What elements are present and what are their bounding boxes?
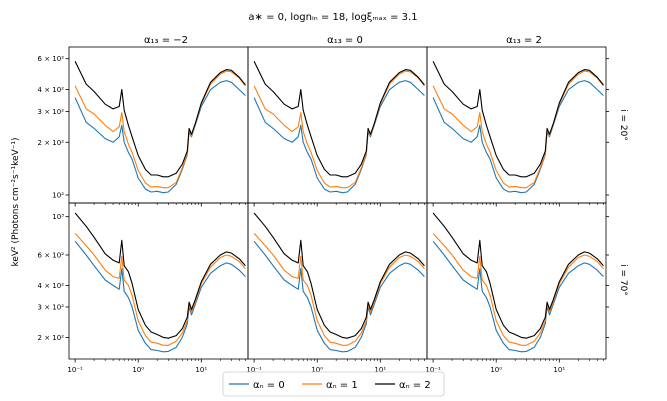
- panel-r1-c1-y-tick-label-1: 2 × 10²: [38, 139, 65, 147]
- panel-r1-c2-frame: [247, 46, 428, 204]
- panel-r2-c1-series-2: [74, 212, 246, 339]
- panel-r2-c2-x-tick-label-0: 10⁻¹: [246, 366, 262, 374]
- legend-label-alpha-n-1: αₙ = 1: [326, 380, 358, 391]
- panel-r2-c1-series-1: [74, 233, 246, 346]
- panel-r1-c1-series-0: [74, 80, 246, 194]
- panel-r1-c2-series-2: [253, 61, 425, 178]
- panel-r2-c2-series-0: [253, 240, 425, 353]
- column-title-3: α₁₃ = 2: [506, 35, 542, 46]
- panel-r2-c2-x-tick-label-2: 10¹: [374, 366, 386, 374]
- panel-r1-c3-series-1: [432, 70, 604, 189]
- y-axis-label: keV² (Photons cm⁻²s⁻¹keV⁻¹): [11, 137, 21, 266]
- panel-r2-c3-x-tick-label-0: 10⁻¹: [425, 366, 441, 374]
- panel-r1-c1-y-tick-label-3: 4 × 10²: [38, 86, 65, 94]
- panel-r2-c2-series-1: [253, 233, 425, 346]
- panel-r1-c1-frame: [68, 46, 249, 204]
- row-label-1: i = 20°: [618, 109, 628, 141]
- suptitle: a∗ = 0, lognᵢₙ = 18, logξₘₐₓ = 3.1: [248, 12, 417, 23]
- panel-r1-c1-y-tick-label-4: 6 × 10²: [38, 55, 65, 63]
- panel-r2-c2-x-tick-label-1: 10⁰: [311, 366, 323, 374]
- panel-r2-c1-y-tick-label-2: 4 × 10²: [38, 282, 65, 290]
- row-label-2: i = 70°: [618, 264, 628, 296]
- panel-r2-c3-series-0: [432, 240, 604, 353]
- panel-r2-c1-y-tick-label-0: 2 × 10²: [38, 334, 65, 342]
- panel-r1-c2-series-1: [253, 70, 425, 189]
- legend: αₙ = 0 αₙ = 1 αₙ = 2: [222, 371, 445, 397]
- panel-r2-c3-frame: [426, 202, 607, 360]
- panel-r2-c2-series-2: [253, 212, 425, 339]
- panel-r1-c3-series-0: [432, 80, 604, 194]
- panel-r2-c1-x-tick-label-1: 10⁰: [132, 366, 144, 374]
- panel-r1-c3-series-2: [432, 61, 604, 178]
- column-title-1: α₁₃ = −2: [144, 35, 188, 46]
- legend-label-alpha-n-2: αₙ = 2: [399, 380, 431, 391]
- panel-r2-c3-series-1: [432, 233, 604, 346]
- panel-r1-c2-series-0: [253, 80, 425, 194]
- legend-label-alpha-n-0: αₙ = 0: [253, 380, 285, 391]
- panel-r2-c3-x-tick-label-1: 10⁰: [490, 366, 502, 374]
- panel-r1-c1-y-tick-label-0: 10²: [52, 191, 64, 199]
- panel-r2-c1-series-0: [74, 240, 246, 353]
- panel-r2-c1-x-tick-label-2: 10¹: [195, 366, 207, 374]
- panel-r2-c1-y-tick-label-4: 10³: [52, 213, 64, 221]
- panel-r1-c1-series-1: [74, 70, 246, 189]
- panel-r2-c3-x-tick-label-2: 10¹: [553, 366, 565, 374]
- panel-r2-c1-y-tick-label-3: 6 × 10²: [38, 252, 65, 260]
- legend-frame: [222, 371, 445, 397]
- panel-r2-c1-x-tick-label-0: 10⁻¹: [67, 366, 83, 374]
- panel-r1-c1-series-2: [74, 61, 246, 178]
- panel-r2-c3-series-2: [432, 212, 604, 339]
- panel-r2-c1-y-tick-label-1: 3 × 10²: [38, 304, 65, 312]
- panels: 10² 2 × 10² 3 × 10² 4 × 10² 6 × 10² 10⁻¹ 10⁰ 10…: [38, 46, 609, 374]
- column-title-2: α₁₃ = 0: [327, 35, 363, 46]
- panel-r1-c1-y-tick-label-2: 3 × 10²: [38, 108, 65, 116]
- panel-r1-c3-frame: [426, 46, 607, 204]
